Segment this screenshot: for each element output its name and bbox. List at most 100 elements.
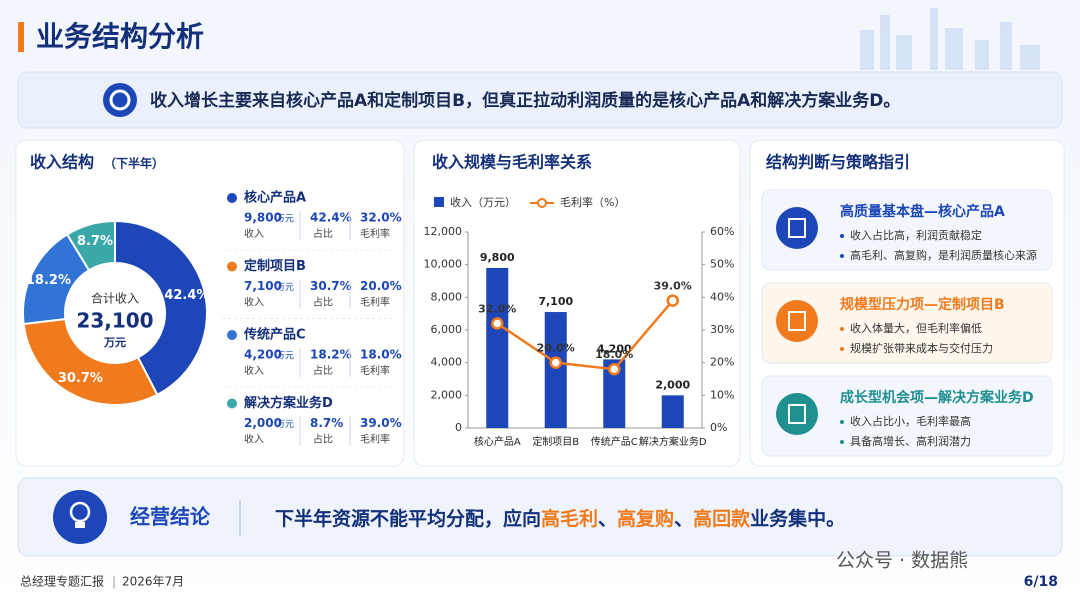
slice-label: 8.7% bbox=[77, 234, 113, 249]
conclusion-segment: 高复购 bbox=[617, 507, 674, 530]
y-tick-label: 8,000 bbox=[431, 290, 463, 303]
line-label: 18.0% bbox=[595, 348, 633, 361]
page-title: 业务结构分析 bbox=[36, 20, 204, 53]
bulb-icon-shape bbox=[69, 501, 91, 523]
legend-name: 传统产品C bbox=[243, 327, 306, 343]
footer-report: 总经理专题汇报 bbox=[20, 574, 104, 589]
bar-label: 4,200 bbox=[597, 342, 632, 355]
strategy-icon bbox=[776, 393, 818, 435]
page-number: 6/18 bbox=[1024, 574, 1058, 590]
strategy-point: 收入体量大，但毛利率偏低 bbox=[850, 321, 982, 335]
slice-label: 30.7% bbox=[58, 371, 103, 386]
strategy-icon-glyph bbox=[788, 404, 806, 424]
detail-unit: 万元 bbox=[276, 352, 294, 362]
panel-title: 收入结构 bbox=[30, 153, 94, 172]
target-icon-ring bbox=[109, 89, 131, 111]
skyline bbox=[860, 8, 1040, 70]
strategy-icon bbox=[776, 207, 818, 249]
detail-margin: 32.0% bbox=[360, 211, 402, 225]
detail-caption: 占比 bbox=[313, 364, 333, 377]
legend-dot bbox=[227, 261, 237, 272]
footer-date: 2026年7月 bbox=[122, 575, 184, 589]
bulb-icon-base bbox=[75, 522, 85, 528]
legend-name: 核心产品A bbox=[244, 190, 306, 206]
donut-slice bbox=[22, 317, 159, 406]
detail-margin: 39.0% bbox=[360, 416, 402, 430]
donut-slice bbox=[65, 219, 116, 272]
line-label: 39.0% bbox=[654, 280, 692, 293]
x-tick-label: 核心产品A bbox=[474, 435, 521, 448]
y-tick-label: 2,000 bbox=[431, 388, 463, 401]
conclusion-segment: 、 bbox=[598, 508, 617, 530]
y2-tick-label: 50% bbox=[710, 258, 734, 271]
summary-box bbox=[17, 71, 1063, 129]
detail-unit: 万元 bbox=[276, 420, 294, 430]
detail-share: 30.7% bbox=[310, 279, 352, 293]
donut-slice bbox=[114, 219, 208, 397]
bullet bbox=[840, 327, 844, 331]
summary-text: 收入增长主要来自核心产品A和定制项目B，但真正拉动利润质量的是核心产品A和解决方… bbox=[150, 90, 900, 111]
strategy-title: 高质量基本盘—核心产品A bbox=[840, 203, 1005, 220]
conclusion-text: 下半年资源不能平均分配，应向高毛利、高复购、高回款业务集中。 bbox=[275, 507, 845, 530]
strategy-card bbox=[761, 282, 1053, 364]
strategy-title: 规模型压力项—定制项目B bbox=[840, 296, 1005, 313]
legend-dot bbox=[227, 330, 237, 340]
conclusion-segment: 下半年资源不能平均分配，应向 bbox=[275, 507, 541, 530]
detail-caption: 收入 bbox=[244, 364, 264, 377]
panel-title: 结构判断与策略指引 bbox=[765, 153, 910, 172]
detail-revenue: 4,200 bbox=[244, 348, 282, 362]
y-tick-label: 4,000 bbox=[431, 356, 463, 369]
center-total: 23,100 bbox=[76, 309, 153, 333]
strategy-card bbox=[761, 375, 1053, 457]
detail-caption: 毛利率 bbox=[360, 364, 390, 377]
y-tick-label: 0 bbox=[455, 421, 462, 434]
conclusion-segment: 业务集中。 bbox=[750, 507, 845, 530]
detail-unit: 万元 bbox=[276, 215, 294, 225]
strategy-point: 高毛利、高复购，是利润质量核心来源 bbox=[850, 248, 1037, 262]
detail-caption: 收入 bbox=[244, 433, 264, 446]
title-bar bbox=[18, 22, 24, 52]
x-tick-label: 定制项目B bbox=[532, 435, 579, 448]
detail-caption: 毛利率 bbox=[360, 433, 390, 446]
line bbox=[496, 299, 674, 371]
detail-caption: 占比 bbox=[313, 433, 333, 446]
detail-revenue: 7,100 bbox=[244, 279, 282, 293]
detail-revenue: 2,000 bbox=[244, 416, 282, 430]
y2-tick-label: 60% bbox=[710, 225, 734, 238]
y-tick-label: 6,000 bbox=[431, 323, 463, 336]
y2-tick-label: 0% bbox=[710, 421, 727, 434]
detail-share: 18.2% bbox=[310, 348, 352, 362]
legend-marker bbox=[537, 198, 547, 208]
bar bbox=[544, 312, 567, 428]
conclusion-segment: 高毛利 bbox=[541, 507, 598, 530]
y2-tick-label: 30% bbox=[710, 323, 734, 336]
legend-dot bbox=[227, 398, 237, 409]
detail-margin: 20.0% bbox=[360, 279, 402, 293]
y-tick-label: 12,000 bbox=[424, 225, 463, 238]
bar bbox=[661, 395, 684, 428]
legend-name: 定制项目B bbox=[243, 258, 306, 274]
strategy-point: 收入占比高，利润贡献稳定 bbox=[850, 228, 982, 242]
detail-caption: 占比 bbox=[313, 296, 333, 309]
detail-revenue: 9,800 bbox=[244, 211, 282, 225]
strategy-point: 规模扩张带来成本与交付压力 bbox=[850, 341, 993, 355]
target-icon bbox=[103, 83, 137, 117]
legend-label: 收入（万元） bbox=[450, 195, 516, 209]
bullet bbox=[840, 440, 844, 444]
bar-label: 9,800 bbox=[480, 251, 515, 264]
legend-dot bbox=[227, 193, 237, 203]
center-label: 合计收入 bbox=[91, 291, 139, 306]
panel bbox=[15, 139, 405, 467]
strategy-title: 成长型机会项—解决方案业务D bbox=[840, 389, 1034, 406]
bullet bbox=[840, 254, 844, 258]
strategy-point: 收入占比小，毛利率最高 bbox=[850, 414, 971, 428]
detail-unit: 万元 bbox=[276, 283, 294, 293]
bar bbox=[486, 267, 509, 428]
bullet bbox=[840, 347, 844, 351]
line-marker bbox=[608, 362, 621, 376]
legend-name: 解决方案业务D bbox=[243, 395, 333, 411]
bar-label: 2,000 bbox=[655, 378, 690, 391]
y2-tick-label: 20% bbox=[710, 356, 734, 369]
bullet bbox=[840, 420, 844, 424]
